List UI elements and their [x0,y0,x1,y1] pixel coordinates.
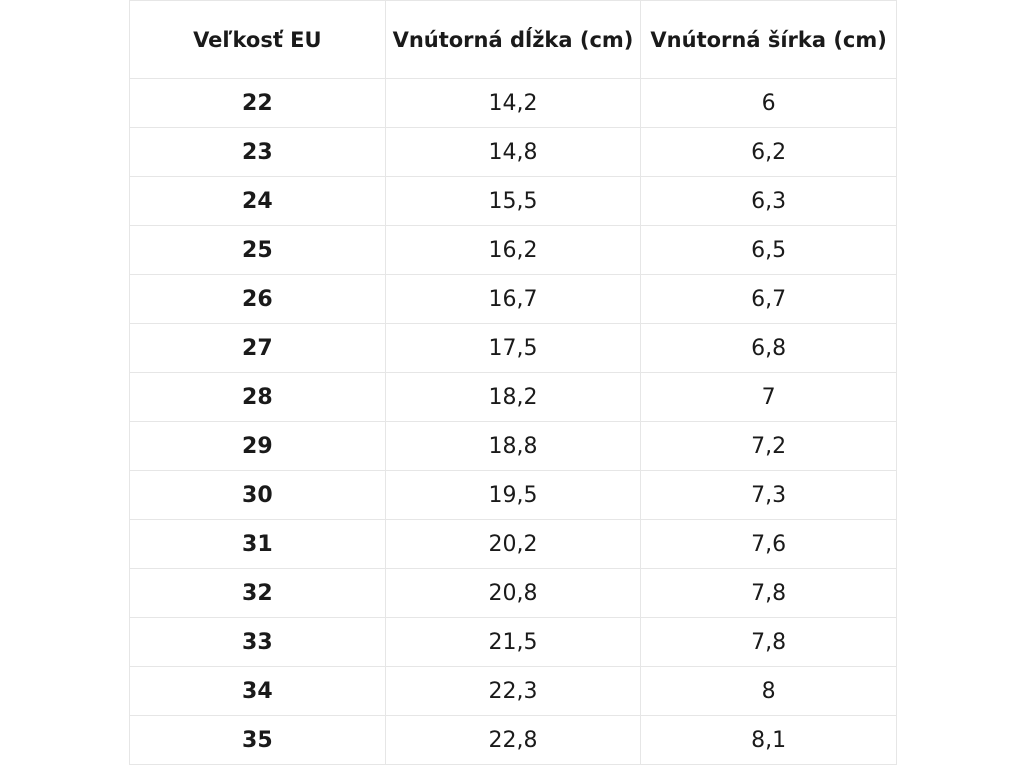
size-cell: 27 [129,323,386,373]
length-cell: 16,2 [384,225,642,275]
size-cell: 33 [129,617,386,667]
size-cell: 34 [129,666,386,716]
length-cell: 18,8 [384,421,642,471]
length-cell: 14,2 [384,78,642,128]
length-cell: 20,2 [384,519,642,569]
length-cell: 15,5 [384,176,642,226]
length-cell: 20,8 [384,568,642,618]
width-cell: 7,3 [640,470,897,520]
size-cell: 22 [129,78,386,128]
width-cell: 6,3 [640,176,897,226]
width-cell: 6,2 [640,127,897,177]
width-cell: 7,6 [640,519,897,569]
table-row: 26 16,7 6,7 [129,274,897,324]
header-size-eu: Veľkosť EU [129,0,386,79]
size-cell: 23 [129,127,386,177]
width-cell: 6,5 [640,225,897,275]
table-row: 31 20,2 7,6 [129,519,897,569]
length-cell: 18,2 [384,372,642,422]
width-cell: 6,7 [640,274,897,324]
size-cell: 29 [129,421,386,471]
table-body: 22 14,2 6 23 14,8 6,2 24 15,5 6,3 25 16,2 6,5 26 16,7… [129,78,897,765]
header-row: Veľkosť EU Vnútorná dĺžka (cm) Vnútorná … [129,0,897,79]
table-row: 32 20,8 7,8 [129,568,897,618]
length-cell: 19,5 [384,470,642,520]
table-row: 24 15,5 6,3 [129,176,897,226]
table-row: 33 21,5 7,8 [129,617,897,667]
length-cell: 22,8 [384,715,642,765]
table-row: 34 22,3 8 [129,666,897,716]
length-cell: 17,5 [384,323,642,373]
width-cell: 7,2 [640,421,897,471]
header-inner-width: Vnútorná šírka (cm) [640,0,897,79]
length-cell: 16,7 [384,274,642,324]
table-row: 29 18,8 7,2 [129,421,897,471]
width-cell: 7,8 [640,617,897,667]
table-header: Veľkosť EU Vnútorná dĺžka (cm) Vnútorná … [129,0,897,79]
table-row: 25 16,2 6,5 [129,225,897,275]
size-cell: 28 [129,372,386,422]
width-cell: 6,8 [640,323,897,373]
size-cell: 26 [129,274,386,324]
table-row: 30 19,5 7,3 [129,470,897,520]
width-cell: 8,1 [640,715,897,765]
length-cell: 22,3 [384,666,642,716]
table-row: 35 22,8 8,1 [129,715,897,765]
length-cell: 21,5 [384,617,642,667]
table-row: 22 14,2 6 [129,78,897,128]
table-row: 23 14,8 6,2 [129,127,897,177]
size-cell: 24 [129,176,386,226]
width-cell: 6 [640,78,897,128]
table-row: 27 17,5 6,8 [129,323,897,373]
width-cell: 8 [640,666,897,716]
size-cell: 25 [129,225,386,275]
size-cell: 32 [129,568,386,618]
length-cell: 14,8 [384,127,642,177]
size-cell: 35 [129,715,386,765]
table-row: 28 18,2 7 [129,372,897,422]
width-cell: 7 [640,372,897,422]
header-inner-length: Vnútorná dĺžka (cm) [384,0,642,79]
size-chart-table: Veľkosť EU Vnútorná dĺžka (cm) Vnútorná … [129,0,897,765]
width-cell: 7,8 [640,568,897,618]
size-cell: 30 [129,470,386,520]
size-cell: 31 [129,519,386,569]
